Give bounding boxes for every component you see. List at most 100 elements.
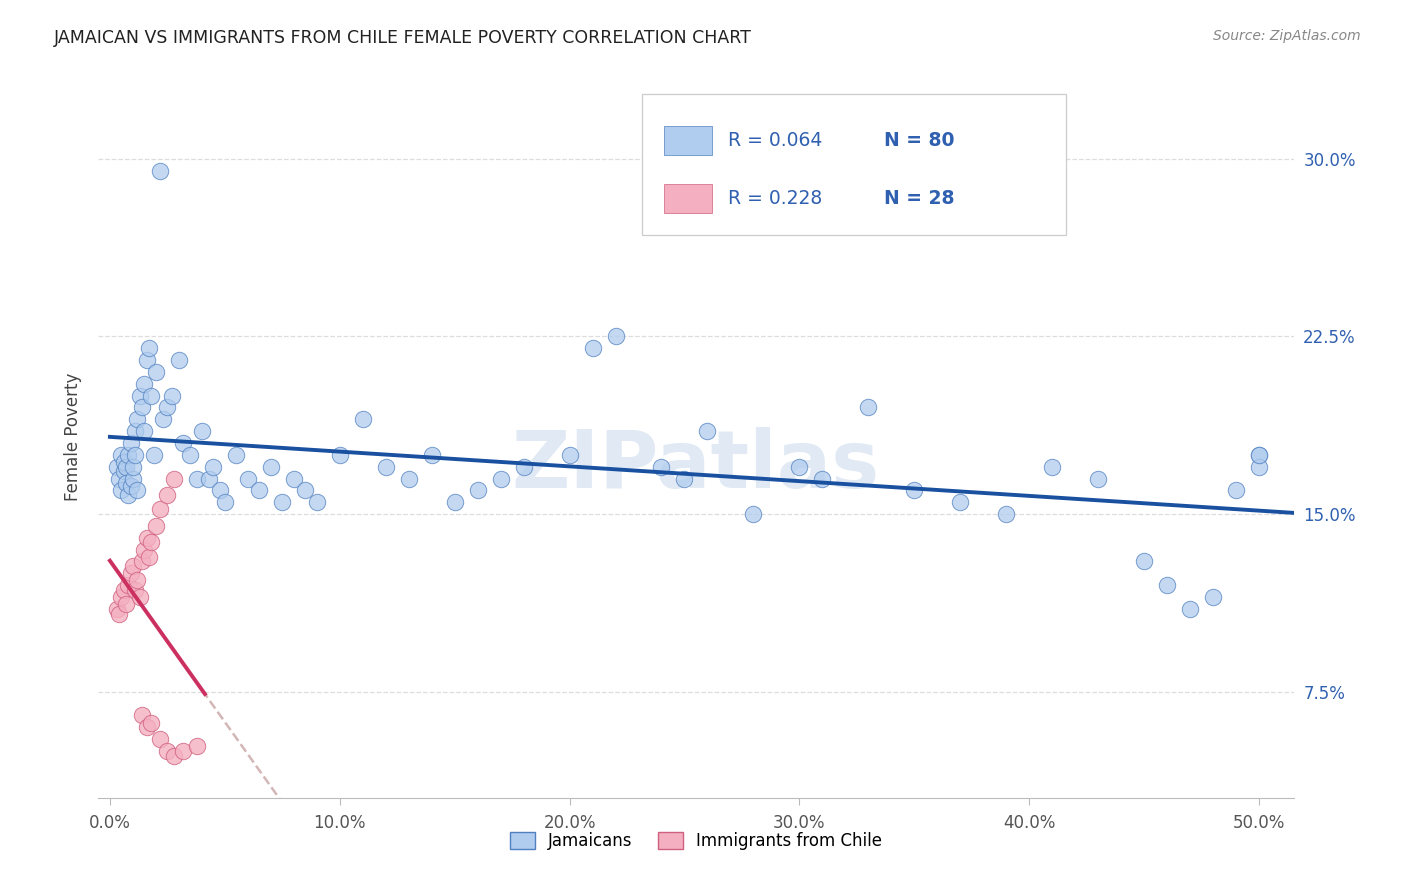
- Point: [202, 459, 225, 474]
- Point: [1040, 459, 1063, 474]
- FancyBboxPatch shape: [643, 94, 1067, 235]
- Point: [167, 353, 190, 368]
- Point: [995, 507, 1018, 521]
- Point: [131, 554, 153, 568]
- Point: [127, 412, 149, 426]
- Point: [489, 471, 512, 485]
- Point: [138, 549, 160, 564]
- Point: [673, 471, 696, 485]
- Point: [108, 607, 131, 621]
- Point: [811, 471, 834, 485]
- Point: [115, 459, 138, 474]
- Point: [112, 455, 135, 469]
- Point: [1178, 602, 1201, 616]
- Point: [247, 483, 270, 498]
- Point: [283, 471, 305, 485]
- Point: [329, 448, 352, 462]
- Point: [110, 590, 132, 604]
- Point: [172, 436, 194, 450]
- Point: [260, 459, 283, 474]
- Point: [138, 341, 160, 355]
- Point: [122, 471, 145, 485]
- Point: [374, 459, 396, 474]
- Point: [420, 448, 443, 462]
- Point: [352, 412, 374, 426]
- Point: [236, 471, 259, 485]
- Text: ZIPatlas: ZIPatlas: [512, 427, 880, 505]
- Point: [120, 436, 142, 450]
- Point: [141, 389, 163, 403]
- Point: [696, 424, 718, 438]
- Text: R = 0.228: R = 0.228: [728, 189, 823, 208]
- Point: [1156, 578, 1178, 592]
- Point: [271, 495, 294, 509]
- Point: [134, 542, 156, 557]
- Point: [294, 483, 316, 498]
- Point: [141, 535, 163, 549]
- Point: [128, 389, 150, 403]
- Point: [127, 574, 149, 588]
- Point: [163, 748, 186, 763]
- Point: [581, 341, 603, 355]
- Point: [605, 329, 627, 343]
- Text: Source: ZipAtlas.com: Source: ZipAtlas.com: [1213, 29, 1361, 43]
- Point: [197, 471, 219, 485]
- Legend: Jamaicans, Immigrants from Chile: Jamaicans, Immigrants from Chile: [503, 825, 889, 856]
- Point: [156, 744, 179, 758]
- Point: [209, 483, 232, 498]
- Text: R = 0.064: R = 0.064: [728, 131, 823, 151]
- Text: N = 80: N = 80: [883, 131, 955, 151]
- Point: [131, 708, 153, 723]
- Point: [124, 448, 146, 462]
- Point: [115, 597, 138, 611]
- Point: [789, 459, 811, 474]
- Point: [1247, 459, 1270, 474]
- Point: [443, 495, 465, 509]
- Point: [186, 739, 208, 754]
- Point: [152, 412, 174, 426]
- Point: [191, 424, 214, 438]
- Point: [149, 163, 172, 178]
- Point: [186, 471, 208, 485]
- Point: [858, 401, 880, 415]
- Point: [127, 483, 149, 498]
- Point: [467, 483, 489, 498]
- Point: [179, 448, 201, 462]
- Point: [124, 582, 146, 597]
- Point: [214, 495, 236, 509]
- Point: [122, 459, 145, 474]
- Point: [120, 566, 142, 581]
- Point: [135, 353, 157, 368]
- Point: [128, 590, 150, 604]
- Point: [112, 582, 135, 597]
- Point: [105, 602, 128, 616]
- Point: [163, 471, 186, 485]
- Point: [108, 471, 131, 485]
- Point: [1133, 554, 1156, 568]
- Point: [124, 424, 146, 438]
- Point: [122, 559, 145, 574]
- Point: [742, 507, 765, 521]
- Point: [398, 471, 420, 485]
- Point: [160, 389, 183, 403]
- Point: [142, 448, 165, 462]
- Point: [149, 732, 172, 747]
- Point: [512, 459, 534, 474]
- Point: [156, 488, 179, 502]
- Point: [105, 459, 128, 474]
- Point: [110, 483, 132, 498]
- Point: [135, 720, 157, 734]
- Point: [149, 502, 172, 516]
- Point: [172, 744, 194, 758]
- Point: [1247, 448, 1270, 462]
- Point: [1087, 471, 1109, 485]
- Point: [558, 448, 581, 462]
- Point: [141, 715, 163, 730]
- Point: [135, 531, 157, 545]
- Point: [305, 495, 328, 509]
- Y-axis label: Female Poverty: Female Poverty: [63, 373, 82, 501]
- Point: [115, 476, 138, 491]
- Point: [117, 578, 139, 592]
- Point: [112, 465, 135, 479]
- Bar: [664, 127, 711, 155]
